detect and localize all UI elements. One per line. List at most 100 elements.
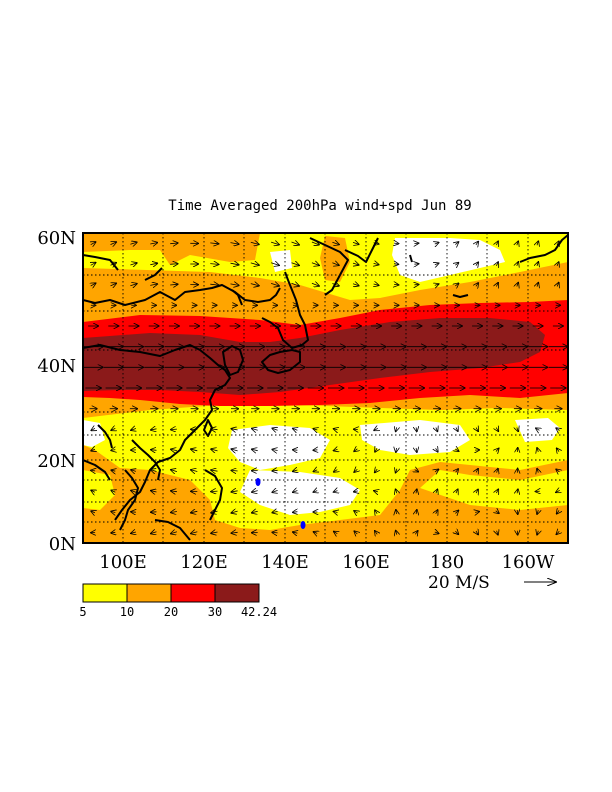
legend-label-10: 10 (120, 605, 134, 619)
wind-vector (270, 263, 279, 266)
wind-vector (334, 429, 338, 430)
wind-vector (476, 242, 478, 245)
wind-vector (232, 470, 238, 471)
wind-vector (517, 510, 518, 514)
wind-vector (91, 242, 96, 245)
wind-vector (91, 428, 95, 430)
y-tick-60n: 60N (37, 228, 76, 249)
wind-vector (232, 429, 238, 430)
wind-vector (537, 448, 538, 452)
wind-vector (352, 284, 359, 286)
map-title: Time Averaged 200hPa wind+spd Jun 89 (168, 198, 471, 214)
y-tick-0n: 0N (49, 534, 76, 555)
wind-vector (455, 531, 458, 534)
wind-vector (111, 450, 115, 451)
wind-vector (375, 510, 377, 513)
wind-vector (230, 263, 239, 265)
wind-vector (191, 511, 198, 512)
wind-vector (557, 448, 559, 451)
wind-vector (496, 428, 498, 432)
wind-vector (332, 263, 338, 265)
wind-vector (252, 511, 258, 513)
wind-vector (314, 429, 318, 430)
x-tick-160e: 160E (342, 552, 390, 573)
wind-vector (272, 450, 277, 451)
wind-vector (536, 428, 539, 430)
wind-vector (272, 511, 277, 512)
wind-vector (211, 532, 218, 533)
wind-vector (456, 428, 458, 432)
wind-vector (171, 512, 177, 513)
wind-vector (111, 512, 115, 513)
wind-vector (416, 510, 417, 514)
wind-vector (150, 284, 157, 285)
wind-vector (556, 490, 560, 492)
wind-vector (131, 429, 136, 431)
wind-vector (354, 491, 358, 492)
wind-vector (436, 448, 438, 451)
wind-vector (211, 470, 218, 471)
legend-label-30: 30 (208, 605, 222, 619)
wind-vector (537, 469, 538, 473)
wind-vector (375, 531, 377, 534)
plot-frame (82, 232, 569, 544)
wind-vector (211, 429, 218, 430)
wind-vector (374, 243, 379, 244)
wind-vector (171, 532, 178, 534)
wind-vector (91, 490, 95, 492)
wind-vector (334, 512, 338, 513)
wind-vector (293, 470, 298, 471)
graticule (83, 233, 568, 543)
x-tick-100e: 100E (99, 552, 147, 573)
y-tick-40n: 40N (37, 356, 76, 377)
wind-vector (517, 262, 518, 266)
speed-band-below-5 (83, 238, 560, 515)
wind-vector (250, 263, 259, 265)
wind-vector (354, 449, 357, 451)
wind-vector (374, 491, 378, 492)
wind-vector (496, 242, 498, 246)
wind-vector (150, 263, 157, 264)
wind-vector (291, 283, 299, 286)
wind-vector (456, 490, 458, 494)
wind-vector (435, 532, 439, 533)
color-legend: 5 10 20 30 42.24 (79, 583, 277, 619)
wind-vector (91, 263, 96, 266)
wind-vector (111, 532, 115, 533)
wind-vector (537, 531, 538, 535)
wind-vector (332, 242, 338, 244)
wind-vector (375, 469, 377, 472)
wind-vector (131, 491, 136, 493)
wind-vector (170, 284, 177, 285)
wind-vector (272, 532, 277, 533)
wind-vector (455, 283, 458, 286)
wind-vector (151, 470, 157, 472)
wind-vector (151, 429, 157, 430)
wind-vector (311, 242, 319, 245)
wind-vector (232, 511, 238, 513)
wind-vector (415, 470, 419, 472)
wind-vector (476, 531, 478, 534)
legend-swatch-yellow (82, 583, 128, 603)
wind-vector (557, 242, 559, 246)
wind-vector (314, 532, 318, 534)
wind-vector (171, 449, 177, 450)
wind-vector (272, 490, 277, 492)
wind-vector (293, 512, 298, 513)
wind-vector (270, 242, 279, 245)
wind-vector (455, 263, 458, 265)
reference-vector-label: 20 M/S (428, 573, 490, 593)
wind-vector (352, 263, 359, 265)
wind-vector (517, 489, 518, 493)
wind-vector (537, 262, 538, 266)
wind-vector (170, 264, 177, 265)
wind-vector (334, 470, 337, 472)
wind-vector (476, 469, 478, 473)
x-tick-140e: 140E (261, 552, 309, 573)
wind-vector (314, 470, 318, 472)
wind-vector (394, 243, 398, 244)
wind-vector (170, 243, 177, 244)
wind-vector (111, 263, 117, 265)
wind-vector (311, 263, 319, 266)
